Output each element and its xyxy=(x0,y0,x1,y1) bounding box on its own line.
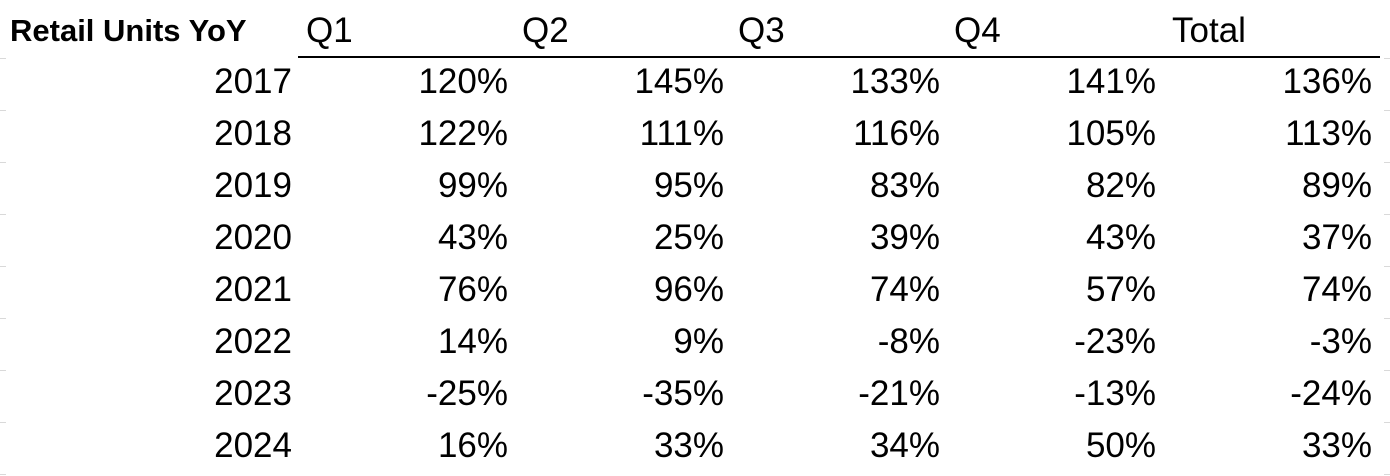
cell-value: 43% xyxy=(1085,218,1156,257)
grid-tick xyxy=(1384,318,1390,319)
cell-value: -21% xyxy=(858,374,940,413)
grid-tick xyxy=(1384,58,1390,59)
cell-value: 89% xyxy=(1301,166,1372,205)
row-label: 2021 xyxy=(214,270,292,309)
row-label: 2022 xyxy=(214,322,292,361)
cell-value: -24% xyxy=(1290,374,1372,413)
cell-value: 74% xyxy=(1301,270,1372,309)
cell-value: 33% xyxy=(1301,426,1372,465)
column-header: Q3 xyxy=(738,11,785,50)
cell-value: -25% xyxy=(426,374,508,413)
cell-value: -23% xyxy=(1074,322,1156,361)
column-header: Total xyxy=(1172,11,1246,50)
cell-value: 133% xyxy=(850,62,940,101)
grid-tick xyxy=(0,370,6,371)
column-header: Q4 xyxy=(954,11,1001,50)
cell-value: 39% xyxy=(869,218,940,257)
cell-value: 122% xyxy=(418,114,508,153)
grid-tick xyxy=(0,162,6,163)
row-label: 2019 xyxy=(214,166,292,205)
cell-value: -3% xyxy=(1309,322,1372,361)
cell-value: 145% xyxy=(634,62,724,101)
cell-value: 37% xyxy=(1301,218,1372,257)
column-header: Q1 xyxy=(306,11,353,50)
row-label: 2020 xyxy=(214,218,292,257)
grid-tick xyxy=(1384,474,1390,475)
cell-value: 34% xyxy=(869,426,940,465)
row-label: 2023 xyxy=(214,374,292,413)
grid-tick xyxy=(0,58,6,59)
row-label: 2024 xyxy=(214,426,292,465)
grid-tick xyxy=(0,422,6,423)
cell-value: 16% xyxy=(437,426,508,465)
cell-value: 83% xyxy=(869,166,940,205)
cell-value: 74% xyxy=(869,270,940,309)
cell-value: 141% xyxy=(1066,62,1156,101)
cell-value: 136% xyxy=(1282,62,1372,101)
header-underline xyxy=(298,56,1380,58)
grid-tick xyxy=(0,318,6,319)
grid-tick xyxy=(0,110,6,111)
cell-value: -13% xyxy=(1074,374,1156,413)
cell-value: 25% xyxy=(653,218,724,257)
grid-tick xyxy=(0,214,6,215)
grid-tick xyxy=(1384,214,1390,215)
grid-tick xyxy=(1384,422,1390,423)
cell-value: 116% xyxy=(853,114,940,153)
column-header: Q2 xyxy=(522,11,569,50)
grid-tick xyxy=(0,474,6,475)
cell-value: 113% xyxy=(1285,114,1372,153)
grid-tick xyxy=(1384,162,1390,163)
row-label: 2017 xyxy=(214,62,292,101)
row-label: 2018 xyxy=(214,114,292,153)
cell-value: 95% xyxy=(653,166,724,205)
cell-value: 96% xyxy=(653,270,724,309)
cell-value: 76% xyxy=(437,270,508,309)
grid-tick xyxy=(1384,266,1390,267)
cell-value: 9% xyxy=(673,322,724,361)
cell-value: 43% xyxy=(437,218,508,257)
cell-value: 111% xyxy=(639,114,724,153)
cell-value: 33% xyxy=(653,426,724,465)
cell-value: -35% xyxy=(642,374,724,413)
grid-tick xyxy=(0,266,6,267)
grid-tick xyxy=(1384,370,1390,371)
cell-value: 82% xyxy=(1085,166,1156,205)
cell-value: 57% xyxy=(1085,270,1156,309)
cell-value: 50% xyxy=(1085,426,1156,465)
header-title: Retail Units YoY xyxy=(10,13,247,48)
grid-tick xyxy=(1384,110,1390,111)
cell-value: 120% xyxy=(418,62,508,101)
cell-value: 14% xyxy=(437,322,508,361)
cell-value: 105% xyxy=(1066,114,1156,153)
cell-value: 99% xyxy=(437,166,508,205)
cell-value: -8% xyxy=(877,322,940,361)
